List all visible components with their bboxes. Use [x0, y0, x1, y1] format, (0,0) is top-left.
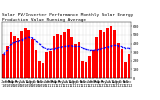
Bar	[81, 61, 84, 78]
Bar	[2, 54, 5, 78]
Bar	[6, 46, 9, 78]
Bar	[128, 54, 130, 78]
Bar	[74, 44, 77, 78]
Bar	[60, 35, 62, 78]
Bar	[56, 34, 59, 78]
Bar	[67, 29, 70, 78]
Bar	[42, 63, 44, 78]
Bar	[70, 37, 73, 78]
Bar	[110, 26, 112, 78]
Bar	[28, 30, 30, 78]
Bar	[120, 49, 123, 78]
Bar	[49, 51, 52, 78]
Bar	[103, 32, 105, 78]
Bar	[10, 32, 12, 78]
Bar	[24, 28, 27, 78]
Bar	[92, 50, 95, 78]
Bar	[99, 30, 102, 78]
Text: Solar PV/Inverter Performance Monthly Solar Energy Production Value Running Aver: Solar PV/Inverter Performance Monthly So…	[2, 13, 133, 22]
Bar	[88, 56, 91, 78]
Bar	[17, 38, 19, 78]
Bar	[52, 36, 55, 78]
Bar	[20, 32, 23, 78]
Bar	[124, 62, 127, 78]
Bar	[35, 50, 37, 78]
Bar	[38, 61, 41, 78]
Bar	[106, 28, 109, 78]
Bar	[117, 43, 120, 78]
Bar	[78, 42, 80, 78]
Bar	[63, 32, 66, 78]
Bar	[31, 39, 34, 78]
Bar	[113, 30, 116, 78]
Bar	[96, 37, 98, 78]
Bar	[85, 62, 87, 78]
Bar	[45, 52, 48, 78]
Bar	[13, 36, 16, 78]
